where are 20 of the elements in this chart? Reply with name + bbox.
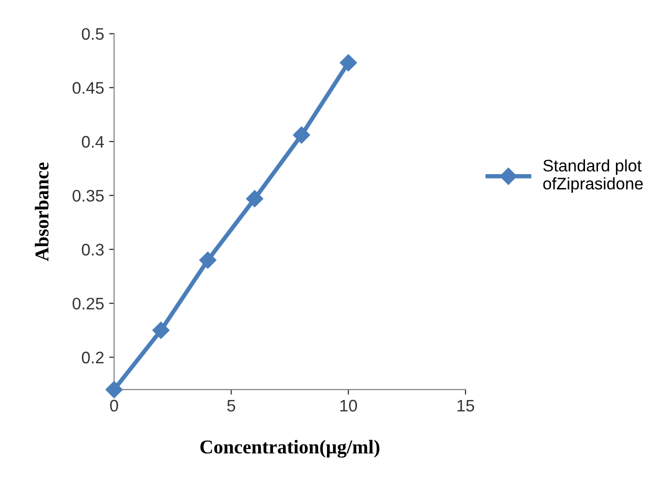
y-tick-label: 0.4 <box>82 136 104 148</box>
point <box>246 190 264 208</box>
x-tick-label: 5 <box>227 400 236 412</box>
y-axis-title: Absorbance <box>34 162 49 262</box>
x-tick-label: 15 <box>458 400 474 412</box>
y-tick-label: 0.25 <box>72 298 104 310</box>
y-tick-label: 0.5 <box>82 28 104 40</box>
y-tick-label: 0.35 <box>72 190 104 202</box>
x-tick-label: 0 <box>110 400 118 412</box>
point <box>199 252 216 269</box>
point <box>106 381 123 398</box>
x-tick-label: 10 <box>340 400 358 412</box>
point <box>152 322 170 339</box>
x-axis-title: Concentration(µg/ml) <box>200 440 380 458</box>
y-tick-label: 0.45 <box>72 82 104 94</box>
point <box>340 54 357 72</box>
y-tick-label: 0.2 <box>82 352 104 364</box>
y-tick-label: 0.3 <box>82 244 104 256</box>
legend-label: Standard plot ofZiprasidone <box>543 159 643 193</box>
point <box>292 126 310 144</box>
